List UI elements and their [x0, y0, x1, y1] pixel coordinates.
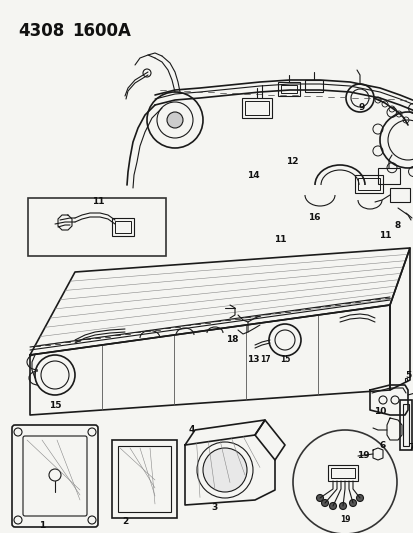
Bar: [115, 221, 131, 233]
Bar: [330, 468, 354, 478]
Text: 15: 15: [49, 400, 61, 409]
Bar: [354, 175, 382, 193]
Text: 1: 1: [39, 521, 45, 530]
Text: 11: 11: [273, 236, 285, 245]
Bar: [399, 400, 411, 450]
Bar: [377, 168, 399, 184]
Text: 1600A: 1600A: [72, 22, 131, 40]
Text: 2: 2: [121, 518, 128, 527]
Text: 6: 6: [379, 440, 385, 449]
Bar: [402, 404, 408, 446]
Text: 3: 3: [211, 504, 218, 513]
Bar: [112, 440, 177, 518]
Text: 8: 8: [394, 221, 400, 230]
Bar: [277, 82, 299, 96]
Text: 19: 19: [356, 450, 368, 459]
Bar: [118, 446, 171, 512]
Bar: [242, 98, 271, 118]
Bar: [112, 218, 134, 236]
Bar: [28, 198, 166, 256]
Text: 12: 12: [285, 157, 297, 166]
Text: 4: 4: [188, 425, 195, 434]
Text: 15: 15: [279, 356, 290, 365]
Circle shape: [321, 499, 328, 506]
Text: 9: 9: [358, 103, 364, 112]
Bar: [389, 188, 409, 202]
Circle shape: [349, 499, 356, 506]
Circle shape: [166, 112, 183, 128]
Circle shape: [356, 495, 363, 502]
Text: 11: 11: [92, 198, 104, 206]
Circle shape: [339, 503, 346, 510]
Text: 4308: 4308: [18, 22, 64, 40]
Text: 13: 13: [246, 356, 259, 365]
Bar: [304, 80, 322, 92]
Circle shape: [316, 495, 323, 502]
Text: 17: 17: [259, 356, 270, 365]
Circle shape: [202, 448, 247, 492]
Text: 18: 18: [225, 335, 237, 344]
Bar: [280, 85, 296, 93]
Text: 11: 11: [378, 230, 390, 239]
Text: 19: 19: [339, 515, 349, 524]
Bar: [327, 465, 357, 481]
Text: 16: 16: [307, 214, 320, 222]
Bar: [404, 378, 406, 381]
Text: 7: 7: [408, 443, 413, 453]
Circle shape: [329, 503, 336, 510]
Text: 10: 10: [373, 408, 385, 416]
Text: 5: 5: [404, 370, 410, 379]
Bar: [244, 101, 268, 115]
Bar: [357, 178, 379, 190]
Text: 14: 14: [246, 171, 259, 180]
